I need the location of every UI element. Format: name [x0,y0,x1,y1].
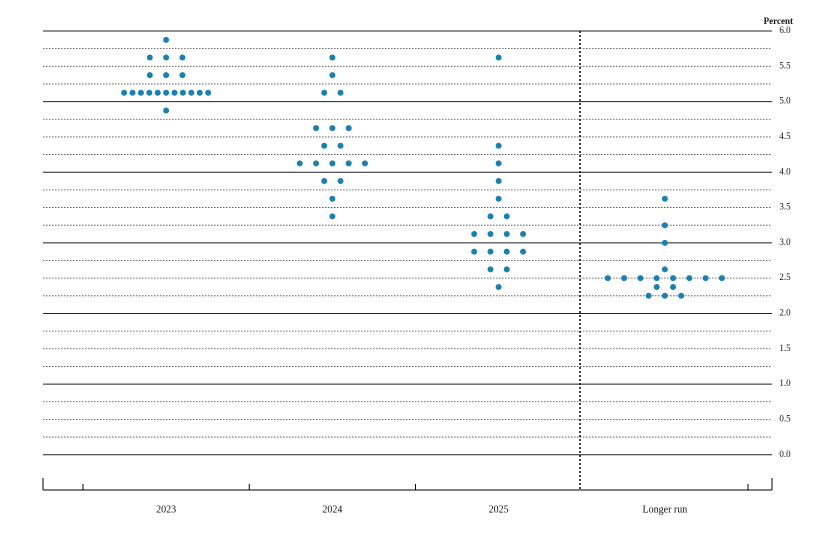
dot [179,72,186,79]
dot [163,72,170,79]
y-tick-label: 0.0 [779,449,791,459]
dot [718,275,725,282]
dot [495,178,502,185]
dot [345,160,352,167]
dot [146,54,153,61]
dot [296,160,303,167]
dot [163,54,170,61]
dot [604,275,611,282]
x-tick-label: 2024 [322,504,342,515]
dot [487,231,494,238]
dot [345,125,352,132]
dot [146,72,153,79]
dot [686,275,693,282]
dot [487,213,494,220]
dot [503,213,510,220]
x-tick-label: 2023 [156,504,176,515]
dot [163,107,170,114]
y-tick-label: 4.5 [779,131,791,141]
dot [329,213,336,220]
x-tick-label: 2025 [489,504,509,515]
dot [313,125,320,132]
dot [520,248,527,255]
dot [637,275,644,282]
dot [503,231,510,238]
dot [196,89,203,96]
dot [129,89,136,96]
dot [321,89,328,96]
dot [495,54,502,61]
dot [495,160,502,167]
dot [329,125,336,132]
dot [702,275,709,282]
dot [205,89,212,96]
dot [661,239,668,246]
dot [163,36,170,43]
dot [487,266,494,273]
dot [146,89,153,96]
dot [361,160,368,167]
y-axis-label: Percent [764,16,793,26]
dot [621,275,628,282]
dot [337,89,344,96]
dot [321,142,328,149]
dot [321,178,328,185]
dot [171,89,178,96]
dot [188,89,195,96]
dot [661,266,668,273]
y-tick-label: 2.0 [779,308,791,318]
dot [503,248,510,255]
dot [495,142,502,149]
y-tick-label: 5.0 [779,96,791,106]
dot [471,231,478,238]
dot [329,72,336,79]
dot [495,283,502,290]
dot [337,178,344,185]
dot [179,89,186,96]
y-tick-label: 4.0 [779,166,791,176]
y-tick-label: 0.5 [779,413,791,423]
y-tick-label: 6.0 [779,25,791,35]
y-tick-label: 1.0 [779,378,791,388]
dot [121,89,128,96]
dot [137,89,144,96]
dot [653,283,660,290]
dot [520,231,527,238]
dot [313,160,320,167]
dot [678,292,685,299]
dot [487,248,494,255]
y-tick-label: 2.5 [779,272,791,282]
dot [337,142,344,149]
dot [471,248,478,255]
dot [329,195,336,202]
y-tick-label: 5.5 [779,60,791,70]
dot [661,292,668,299]
dot [503,266,510,273]
dot [645,292,652,299]
dot [653,275,660,282]
dot [670,275,677,282]
x-tick-label: Longer run [643,504,688,515]
dot [163,89,170,96]
dot [495,195,502,202]
dot [179,54,186,61]
dot [329,160,336,167]
y-tick-label: 3.5 [779,202,791,212]
dot [670,283,677,290]
dot [661,195,668,202]
y-tick-label: 3.0 [779,237,791,247]
dot [329,54,336,61]
dot [661,222,668,229]
y-tick-label: 1.5 [779,343,791,353]
dot [154,89,161,96]
